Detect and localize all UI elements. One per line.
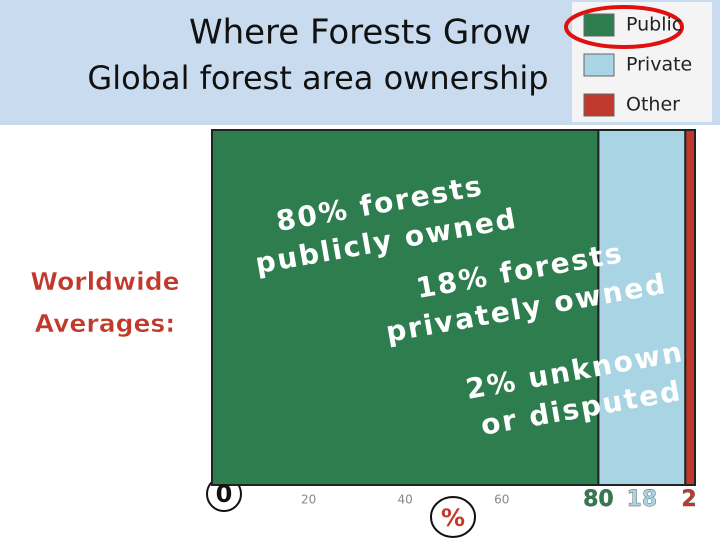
subtitle: Global forest area ownership: [87, 59, 548, 97]
percent-circle: [430, 496, 476, 538]
value-label: 18: [627, 487, 658, 512]
legend-swatch: [583, 53, 615, 77]
bar-segment: [597, 129, 687, 486]
legend-label: Public: [626, 14, 682, 36]
x-axis-label: %: [441, 504, 465, 532]
value-label: 2: [681, 487, 696, 512]
bar-segment: [211, 129, 600, 486]
side-label: Worldwide: [30, 267, 179, 296]
x-tick-label: 60: [494, 493, 509, 507]
x-tick-label: 20: [301, 493, 316, 507]
bar-segment: [684, 129, 697, 486]
side-label: Averages:: [35, 309, 176, 338]
legend-label: Other: [626, 94, 680, 116]
x-tick-label: 40: [398, 493, 413, 507]
title: Where Forests Grow: [189, 13, 531, 53]
legend-swatch: [583, 93, 615, 117]
legend-label: Private: [626, 54, 692, 76]
highlight-circle: [564, 5, 684, 49]
x-tick-label: 0: [216, 480, 233, 508]
value-label: 80: [583, 487, 614, 512]
legend-swatch: [583, 13, 615, 37]
